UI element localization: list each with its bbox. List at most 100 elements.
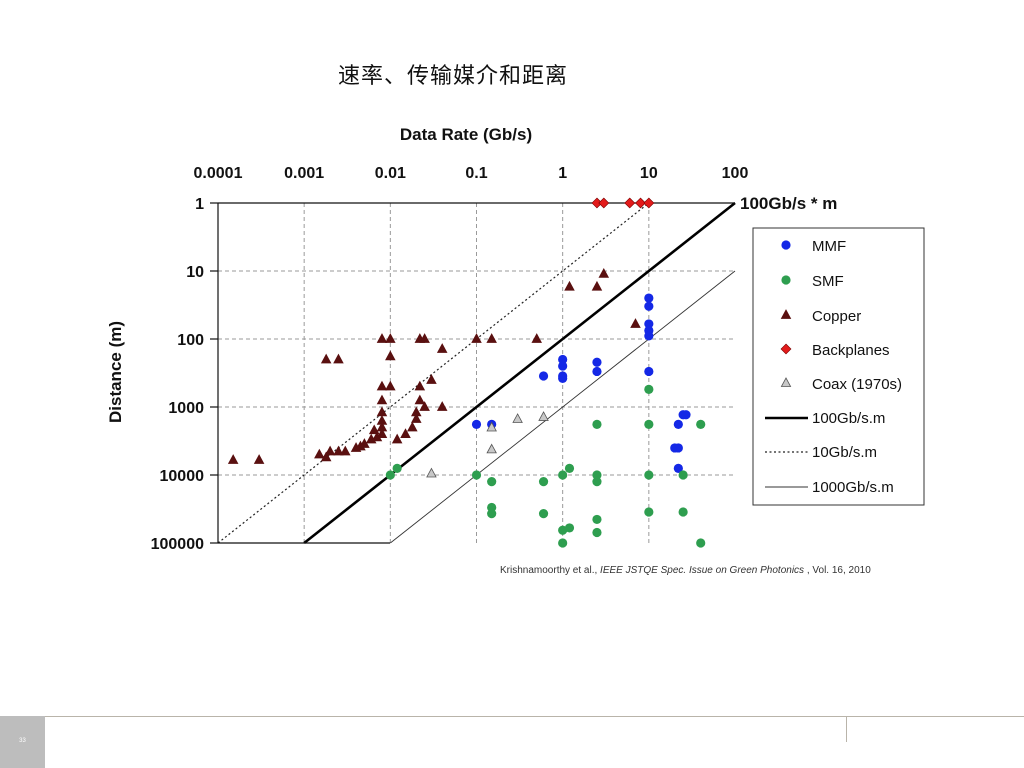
smf-point — [678, 470, 688, 480]
smf-point — [592, 514, 602, 525]
copper-point — [426, 374, 437, 384]
mmf-point — [673, 419, 683, 429]
copper-point — [411, 413, 422, 423]
copper-point — [253, 454, 265, 464]
smf-point — [644, 419, 654, 429]
page-number: 33 — [19, 738, 26, 744]
copper-point — [591, 280, 603, 291]
legend: MMF SMF Copper Backplanes Coax (1970s) 100Gb/… — [752, 227, 925, 506]
smf-point — [678, 507, 688, 517]
mmf-point — [592, 366, 602, 377]
legend-label: 100Gb/s.m — [812, 410, 885, 427]
coax-1970s-point — [426, 467, 437, 478]
legend-marker-mmf — [781, 240, 791, 250]
coax-1970s-point — [486, 421, 497, 432]
x-tick-label: 0.0001 — [194, 165, 243, 182]
backplanes-point — [643, 197, 655, 209]
copper-point — [376, 406, 388, 417]
y-tick-label: 1 — [195, 196, 204, 213]
copper-point — [419, 401, 430, 411]
mmf-point — [644, 301, 654, 311]
backplanes-point — [624, 197, 636, 209]
smf-point — [487, 476, 497, 487]
smf-point — [696, 419, 706, 429]
smf-point — [564, 463, 575, 474]
legend-label: MMF — [812, 238, 846, 255]
copper-point — [368, 424, 380, 435]
copper-point — [376, 333, 388, 343]
copper-point — [340, 445, 351, 456]
x-tick-label: 0.001 — [284, 165, 324, 182]
copper-point — [385, 350, 396, 361]
mmf-point — [673, 463, 683, 474]
smf-point — [538, 476, 549, 487]
copper-point — [436, 343, 448, 353]
copper-point — [531, 333, 542, 343]
copper-point — [320, 451, 332, 462]
smf-point — [471, 470, 482, 480]
smf-point — [385, 470, 395, 480]
rate-distance-annotation: 100Gb/s * m — [740, 194, 837, 213]
legend-box — [752, 227, 925, 506]
copper-point — [564, 280, 575, 291]
tick-labels: 0.0001 0.001 0.01 0.1 1 10 100 1 10 100 1000 10000 1… — [151, 165, 749, 553]
x-axis-label: Data Rate (Gb/s) — [400, 125, 532, 144]
reference-line — [303, 201, 736, 545]
copper-point — [598, 267, 610, 278]
citation-journal: IEEE JSTQE Spec. Issue on Green Photonic… — [600, 565, 804, 576]
coax-1970s-point — [512, 413, 523, 423]
copper-point — [376, 394, 388, 405]
footer-tick — [846, 717, 847, 742]
legend-marker-copper — [780, 309, 792, 319]
citation-volume: , Vol. 16, 2010 — [807, 565, 871, 576]
data-points — [227, 197, 706, 548]
backplanes-point — [635, 197, 646, 209]
copper-point — [385, 333, 396, 343]
mmf-point — [644, 331, 654, 341]
copper-point — [227, 454, 239, 464]
legend-label: Backplanes — [812, 342, 890, 359]
copper-point — [414, 394, 426, 405]
legend-marker-backplanes — [780, 343, 792, 355]
coax-1970s-point — [486, 443, 497, 454]
reference-line — [217, 202, 650, 544]
smf-point — [487, 509, 497, 519]
smf-point — [644, 384, 654, 394]
smf-point — [538, 509, 549, 519]
copper-point — [436, 401, 448, 411]
mmf-point — [558, 354, 568, 365]
legend-label: SMF — [812, 273, 844, 290]
smf-point — [564, 523, 575, 533]
copper-point — [333, 445, 344, 456]
legend-label: 1000Gb/s.m — [812, 479, 894, 496]
copper-point — [411, 406, 422, 417]
copper-point — [471, 333, 482, 343]
x-tick-label: 0.01 — [375, 165, 406, 182]
copper-point — [376, 415, 388, 425]
legend-marker-coax-1970s — [780, 377, 792, 387]
backplanes-point — [598, 197, 610, 209]
copper-point — [630, 318, 641, 328]
page-number-box — [0, 716, 45, 768]
mmf-point — [644, 366, 654, 377]
legend-label: Copper — [812, 308, 861, 325]
copper-point — [419, 333, 430, 343]
smf-point — [644, 507, 654, 517]
copper-point — [376, 421, 388, 432]
mmf-point — [592, 357, 602, 367]
mmf-point — [558, 373, 568, 384]
smf-point — [592, 476, 602, 487]
reference-lines — [217, 201, 736, 545]
mmf-point — [673, 443, 683, 453]
x-tick-label: 10 — [640, 165, 658, 182]
x-tick-label: 0.1 — [465, 165, 487, 182]
smf-point — [392, 463, 402, 474]
copper-point — [391, 433, 403, 444]
citation-authors: Krishnamoorthy et al., — [500, 565, 597, 576]
copper-point — [486, 333, 497, 343]
smf-point — [558, 470, 568, 480]
copper-point — [376, 380, 388, 391]
mmf-point — [644, 293, 654, 303]
legend-label: 10Gb/s.m — [812, 444, 877, 461]
slide-title: 速率、传输媒介和距离 — [338, 64, 569, 89]
